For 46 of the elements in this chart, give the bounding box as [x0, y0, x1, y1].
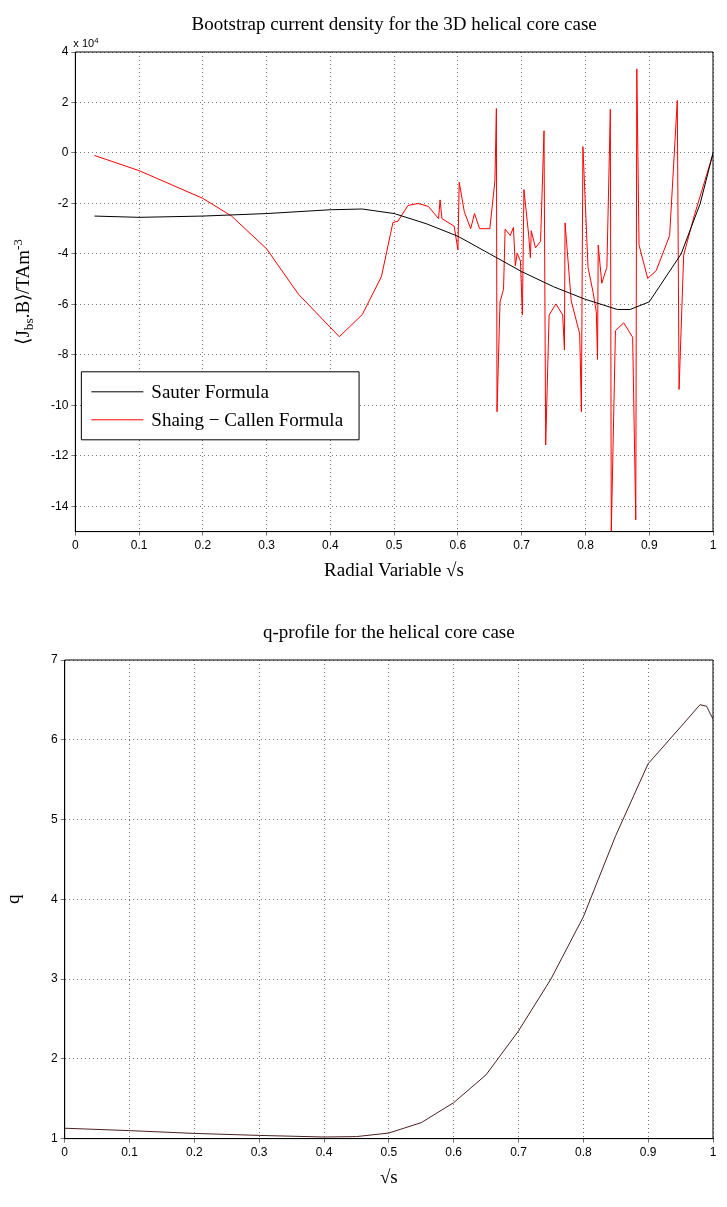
x-tick-label: 0.6: [445, 1145, 463, 1160]
y-tick-label: 5: [50, 811, 58, 826]
legend-label: Shaing − Callen Formula: [151, 408, 344, 430]
x-tick-label: 0.3: [250, 1145, 268, 1160]
x-tick-label: 0.5: [380, 1145, 398, 1160]
y-tick-label: 1: [50, 1130, 58, 1145]
x-axis-title: Radial Variable √s: [324, 558, 464, 580]
x-tick-label: 1: [709, 1145, 717, 1160]
legend-label: Sauter Formula: [151, 380, 270, 402]
y-axis-title: ⟨Jbs.B⟩/TAm-3: [9, 238, 37, 345]
y-tick-label: 2: [61, 94, 69, 109]
y-axis-title: q: [1, 894, 23, 905]
x-tick-label: 1: [709, 538, 717, 553]
y-tick-label: 3: [50, 971, 58, 986]
y-tick-label: 4: [61, 44, 69, 59]
y-tick-label: 4: [50, 891, 58, 906]
x-tick-label: 0.1: [121, 1145, 139, 1160]
x-tick-label: 0.9: [639, 1145, 657, 1160]
x-tick-label: 0.8: [574, 1145, 592, 1160]
y-tick-label: -12: [51, 448, 69, 463]
x-tick-label: 0.7: [510, 1145, 528, 1160]
y-tick-label: -2: [57, 195, 69, 210]
x-tick-label: 0.2: [186, 1145, 203, 1160]
y-tick-label: -6: [57, 296, 69, 311]
x-tick-label: 0.7: [513, 538, 531, 553]
y-tick-label: -10: [51, 397, 69, 412]
y-tick-label: 2: [50, 1051, 58, 1066]
x-tick-label: 0.3: [258, 538, 276, 553]
x-tick-label: 0.4: [315, 1145, 333, 1160]
chart-title: Bootstrap current density for the 3D helical core case: [191, 13, 597, 34]
x-tick-label: 0.6: [449, 538, 467, 553]
x-tick-label: 0.9: [640, 538, 658, 553]
y-tick-label: 7: [50, 652, 58, 667]
x-axis-title: √s: [379, 1165, 398, 1187]
y-tick-label: -8: [57, 347, 69, 362]
x-tick-label: 0.1: [130, 538, 148, 553]
x-tick-label: 0.4: [322, 538, 340, 553]
x-tick-label: 0.5: [385, 538, 403, 553]
x-tick-label: 0.8: [577, 538, 595, 553]
x-tick-label: 0.2: [194, 538, 212, 553]
y-tick-label: 6: [50, 732, 58, 747]
y-tick-label: -14: [51, 498, 69, 513]
x-tick-label: 0: [72, 538, 79, 553]
chart-title: q-profile for the helical core case: [263, 621, 515, 642]
y-tick-label: -4: [57, 246, 69, 261]
y-tick-label: 0: [61, 145, 69, 160]
